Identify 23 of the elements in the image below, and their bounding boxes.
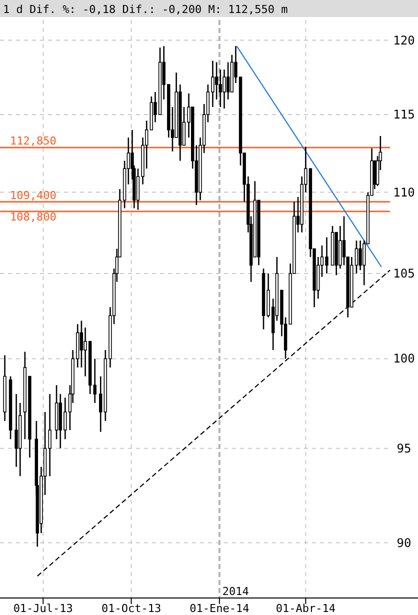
x-tick-label: 01-Abr-14 xyxy=(276,602,336,615)
ref-line-label: 112,850 xyxy=(10,134,56,148)
x-tick-label: 01-Oct-13 xyxy=(101,602,162,615)
x-tick-label: 01-Ene-14 xyxy=(190,602,250,615)
y-tick-label: 115 xyxy=(393,108,415,122)
y-tick-label: 95 xyxy=(396,441,412,456)
x-tick-label: 01-Jul-13 xyxy=(13,602,73,615)
candlestick xyxy=(222,68,226,110)
candlestick xyxy=(14,393,18,468)
y-tick-label: 110 xyxy=(393,185,415,200)
candlestick xyxy=(226,62,230,100)
candlestick xyxy=(358,240,362,271)
candlestick xyxy=(93,358,96,404)
candlestick xyxy=(99,376,102,433)
ref-line-label: 109,400 xyxy=(10,188,56,202)
y-tick-label: 100 xyxy=(393,352,415,366)
y-tick-label: 120 xyxy=(393,33,415,48)
chart-title: 1 d Dif. %: -0,18 Dif.: -0,200 M: 112,550 m xyxy=(3,3,288,16)
y-tick-label: 90 xyxy=(396,536,412,550)
y-tick-label: 105 xyxy=(393,266,415,281)
candlestick xyxy=(218,68,222,108)
ref-line-label: 2014 xyxy=(222,585,250,598)
ref-line-label: 108,800 xyxy=(10,210,56,224)
